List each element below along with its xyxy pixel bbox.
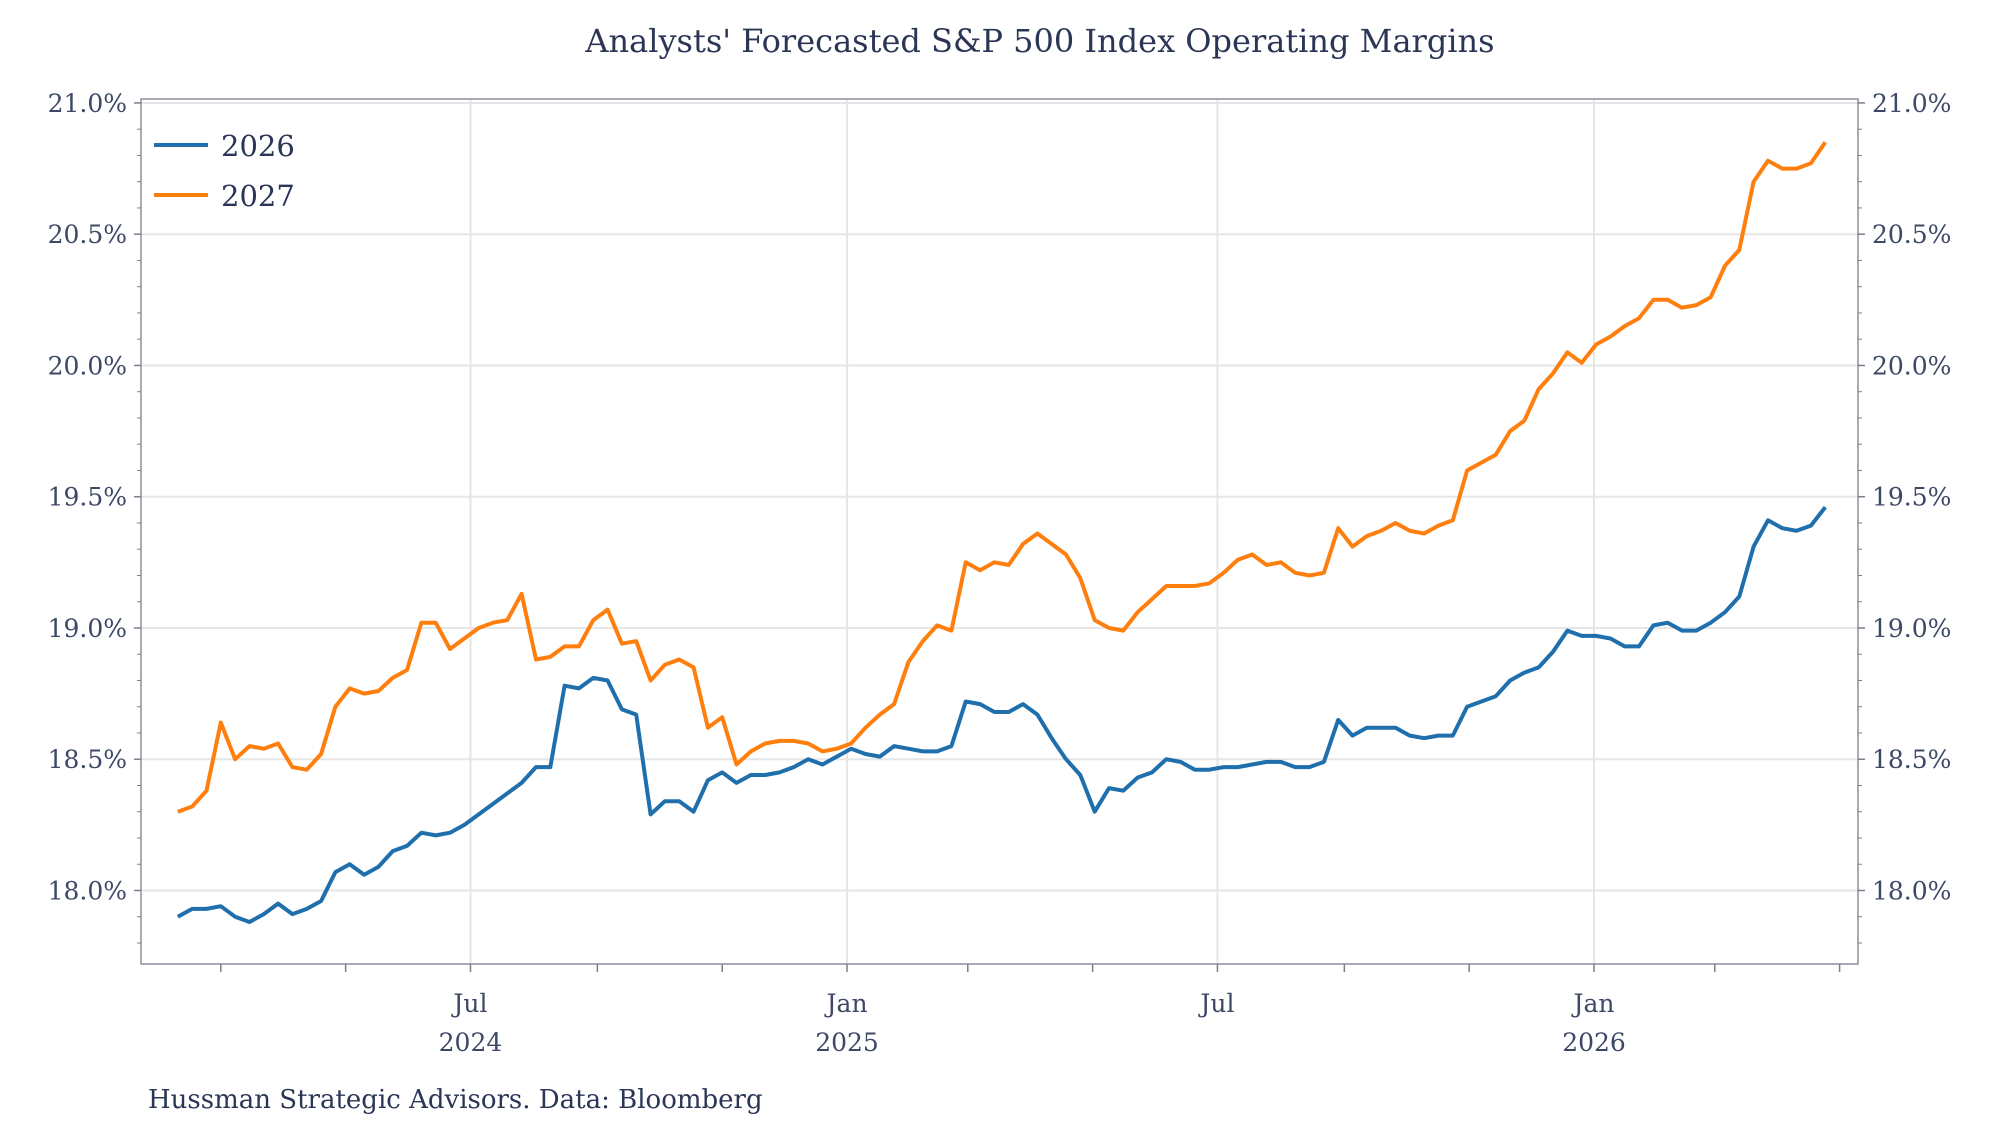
y-tick-label-right: 19.5% [1872,483,1951,512]
x-tick-label: Jul [1197,989,1234,1018]
x-axis: Jul 2024 Jan 2025 Jul Jan 2026 [220,964,1841,1057]
y-tick-label-right: 20.5% [1872,220,1951,249]
plot-frame [140,98,1859,965]
series-line-2026 [176,505,1827,924]
y-tick-label-left: 19.0% [48,614,127,643]
y-tick-label-right: 18.0% [1872,876,1951,905]
x-tick-label: Jul [450,989,487,1018]
y-axis: 18.0% 18.0% 18.5% 18.5% 19.0% 19.0% 19.5% 19.5%… [48,89,1951,944]
y-tick-label-right: 20.0% [1872,351,1951,380]
y-tick-label-right: 21.0% [1872,89,1951,118]
legend-label-2026: 2026 [221,129,295,163]
y-tick-label-left: 18.5% [48,745,127,774]
y-tick-label-left: 19.5% [48,483,127,512]
gridlines [141,99,1858,964]
y-tick-label-right: 18.5% [1872,745,1951,774]
x-tick-year-label: 2025 [815,1028,879,1057]
series-line-2027 [177,141,1827,814]
y-tick-label-left: 21.0% [48,89,127,118]
source-note: Hussman Strategic Advisors. Data: Bloomb… [148,1085,763,1115]
y-tick-label-right: 19.0% [1872,614,1951,643]
chart-title: Analysts' Forecasted S&P 500 Index Opera… [584,22,1494,60]
legend-label-2027: 2027 [221,179,295,213]
x-tick-label: Jan [824,989,868,1018]
y-tick-label-left: 20.5% [48,220,127,249]
x-tick-year-label: 2026 [1562,1028,1626,1057]
x-tick-year-label: 2024 [439,1028,503,1057]
y-tick-label-left: 20.0% [48,351,127,380]
legend: 2026 2027 [154,129,295,213]
y-tick-label-left: 18.0% [48,876,127,905]
series-lines [176,141,1827,924]
x-tick-label: Jan [1570,989,1614,1018]
